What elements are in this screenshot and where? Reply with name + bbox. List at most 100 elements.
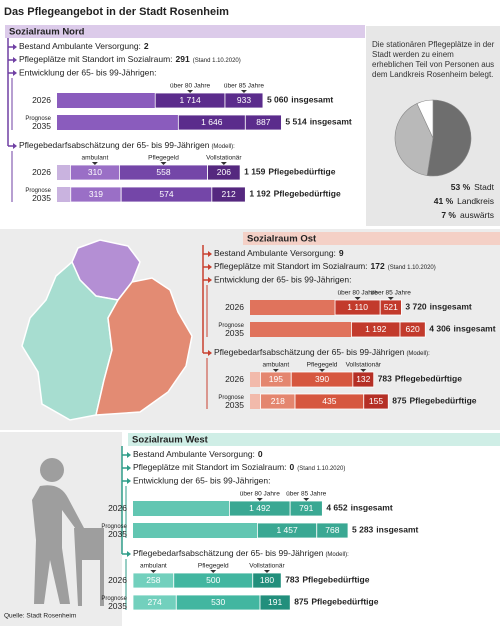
segment-label: 390 [315, 374, 329, 384]
total-line: 4 306 insgesamt [429, 324, 495, 334]
total-label: 875 [294, 597, 308, 607]
total-suffix: Pflegebedürftige [274, 189, 341, 199]
arrow-head [208, 277, 212, 283]
plaetze-line: Pflegeplätze mit Standort im Sozialraum:… [133, 462, 345, 472]
total-suffix: insgesamt [430, 302, 472, 312]
arrow-head [13, 143, 17, 149]
pie-category: auswärts [460, 210, 494, 220]
segment-name: Vollstationär [206, 155, 242, 162]
year: 2026 [32, 167, 51, 177]
total-line: 1 159 Pflegebedürftige [244, 167, 336, 177]
legend-pointer [354, 297, 361, 300]
total-line: 3 720 insgesamt [405, 302, 471, 312]
pie-slice [426, 99, 472, 177]
segment-label: 768 [325, 525, 339, 535]
segment [379, 299, 402, 316]
plaetze-value: 172 [371, 261, 385, 271]
legend-pointer [303, 498, 310, 501]
care-note: (Modell): [406, 351, 430, 357]
walker [74, 528, 104, 606]
segment-name: über 80 Jahre [338, 290, 378, 297]
legend-pointer [187, 90, 194, 93]
total-label: 875 [392, 396, 406, 406]
year: 2035 [225, 328, 244, 338]
segment-label: 500 [206, 575, 220, 585]
segment-label: 258 [146, 575, 160, 585]
pie-legend: 41 % Landkreis [434, 196, 494, 206]
total-suffix: Pflegebedürftige [409, 396, 476, 406]
total-label: 4 652 [326, 503, 348, 513]
segment-label: 180 [260, 575, 274, 585]
region-header [5, 25, 365, 38]
legend-pointer [263, 570, 270, 573]
year: 2035 [225, 400, 244, 410]
care-title: Pflegebedarfsabschätzung der 65- bis 99-… [19, 140, 235, 150]
total-line: 5 514 insgesamt [285, 117, 351, 127]
total-label: 5 514 [285, 117, 307, 127]
pie-category: Landkreis [457, 196, 494, 206]
year-note: Prognose [101, 596, 127, 602]
region-header [128, 433, 500, 446]
total-label: 1 159 [244, 167, 266, 177]
segment-name: über 80 Jahre [170, 83, 210, 90]
ambulant-label: Bestand Ambulante Versorgung: [214, 248, 336, 258]
plaetze-label: Pflegeplätze mit Standort im Sozialraum: [133, 462, 287, 472]
segment-name: über 85 Jahre [224, 83, 264, 90]
arrow-head [127, 478, 131, 484]
segment-name: über 80 Jahre [240, 491, 280, 498]
segment-label: 1 714 [179, 95, 201, 105]
ambulant-line: Bestand Ambulante Versorgung: 9 [214, 248, 344, 258]
year-note: Prognose [218, 395, 244, 401]
total-suffix: Pflegebedürftige [302, 575, 369, 585]
map-west [21, 260, 120, 421]
year-note: Prognose [218, 323, 244, 329]
segment-name: Pflegegeld [307, 362, 338, 369]
total-suffix: insgesamt [291, 95, 333, 105]
segment-label: 132 [356, 374, 370, 384]
segment-label: 155 [369, 396, 383, 406]
total-line: 5 060 insgesamt [267, 95, 333, 105]
segment-label: 620 [406, 324, 420, 334]
ambulant-value: 2 [144, 41, 149, 51]
care-note: (Modell): [211, 144, 235, 150]
year: 2026 [32, 95, 51, 105]
arrow-head [13, 70, 17, 76]
segment-label: 319 [89, 189, 103, 199]
plaetze-value: 0 [290, 462, 295, 472]
total-line: 5 283 insgesamt [352, 525, 418, 535]
total-suffix: insgesamt [310, 117, 352, 127]
segment-name: Pflegegeld [148, 155, 179, 162]
map [21, 239, 193, 421]
total-suffix: Pflegebedürftige [311, 597, 378, 607]
care-title-text: Pflegebedarfsabschätzung der 65- bis 99-… [133, 548, 324, 558]
segment-label: 574 [159, 189, 173, 199]
plaetze-note: (Stand 1.10.2020) [388, 265, 436, 271]
segment [244, 114, 282, 131]
legend-pointer [91, 162, 98, 165]
plaetze-label: Pflegeplätze mit Standort im Sozialraum: [19, 54, 173, 64]
segment-name: über 85 Jahre [371, 290, 411, 297]
segment-name: über 85 Jahre [286, 491, 326, 498]
total-label: 783 [378, 374, 392, 384]
total-line: 4 652 insgesamt [326, 503, 392, 513]
plaetze-value: 291 [176, 54, 190, 64]
segment-label: 521 [384, 302, 398, 312]
legend-pointer [150, 570, 157, 573]
legend-pointer [387, 297, 394, 300]
title: Das Pflegeangebot in der Stadt Rosenheim [4, 6, 229, 18]
segment [399, 321, 426, 338]
year-note: Prognose [101, 524, 127, 530]
pie-legend: 7 % auswärts [441, 210, 494, 220]
legend-pointer [240, 90, 247, 93]
total-label: 3 720 [405, 302, 427, 312]
segment-label: 1 492 [249, 503, 271, 513]
plaetze-label: Pflegeplätze mit Standort im Sozialraum: [214, 261, 368, 271]
segment-label: 274 [148, 597, 162, 607]
plaetze-line: Pflegeplätze mit Standort im Sozialraum:… [214, 261, 436, 271]
pie-value-label: 53 % [451, 182, 471, 192]
ambulant-label: Bestand Ambulante Versorgung: [133, 449, 255, 459]
segment-label: 530 [211, 597, 225, 607]
legend-pointer [319, 369, 326, 372]
segment-label: 887 [256, 117, 270, 127]
head [40, 458, 64, 482]
